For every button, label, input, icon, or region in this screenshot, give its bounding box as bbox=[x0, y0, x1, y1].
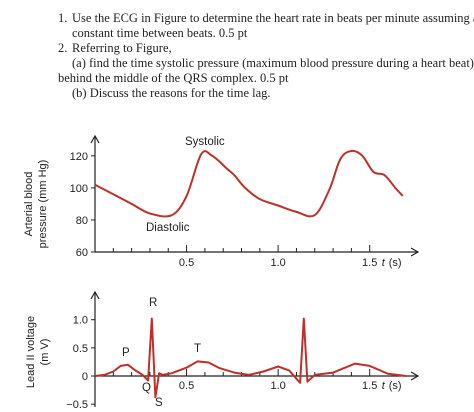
bp-y-axis-arrow bbox=[90, 134, 100, 144]
ecg-xtick-label: 1.0 bbox=[270, 380, 285, 392]
bp-ytick-label: 80 bbox=[76, 215, 88, 227]
ecg-label-s: S bbox=[155, 397, 163, 409]
ecg-label-p: P bbox=[122, 347, 130, 359]
bp-curve bbox=[94, 149, 404, 218]
ecg-ytick-label: 0.5 bbox=[73, 343, 88, 355]
bp-xtick-label: 0.5 bbox=[179, 257, 194, 269]
ecg-xunit: (s) bbox=[389, 380, 402, 392]
q2-text: Referring to Figure, bbox=[72, 41, 172, 55]
ecg-y-axis-arrow bbox=[90, 290, 100, 300]
q1-text-cont: constant time between beats. 0.5 pt bbox=[72, 26, 248, 40]
bp-ytick-label: 100 bbox=[70, 183, 88, 195]
bp-systolic-label: Systolic bbox=[185, 136, 225, 148]
ecg-label-q: Q bbox=[142, 382, 151, 394]
ecg-xtick-label: 1.5 bbox=[362, 380, 377, 392]
bp-xunit: (s) bbox=[389, 257, 402, 269]
bp-x-axis-arrow bbox=[410, 247, 420, 257]
ecg-ylabel-line2: (m V) bbox=[39, 339, 51, 366]
ecg-ylabel-line1: Lead II voltage bbox=[25, 316, 37, 388]
bp-ticks: 60 80 100 120 0.5 1.0 1.5 t (s) bbox=[70, 151, 402, 269]
ecg-ytick-label: −0.5 bbox=[66, 399, 88, 411]
bp-ytick-label: 120 bbox=[70, 151, 88, 163]
q2-part-a-cont: behind the middle of the QRS complex. 0.… bbox=[58, 71, 289, 85]
q2-part-b: (b) Discuss the reasons for the time lag… bbox=[72, 86, 271, 100]
ecg-ytick-label: 1.0 bbox=[73, 315, 88, 327]
ecg-xtick-label: 0.5 bbox=[179, 380, 194, 392]
ecg-ticks: −0.5 0 0.5 1.0 0.5 1.0 1.5 t (s) bbox=[66, 315, 401, 411]
ecg-x-axis-arrow bbox=[410, 371, 420, 381]
bp-chart: Arterial blood pressure (mm Hg) 60 80 100 1… bbox=[23, 134, 420, 269]
q2-part-a: (a) find the time systolic pressure (max… bbox=[72, 56, 474, 70]
ecg-label-r: R bbox=[149, 297, 157, 309]
ecg-chart: Lead II voltage (m V) −0.5 0 0.5 1.0 0.5 1.0 1… bbox=[25, 290, 420, 411]
bp-ytick-label: 60 bbox=[76, 247, 88, 259]
bp-diastolic-label: Diastolic bbox=[146, 222, 190, 234]
q2-number: 2. bbox=[58, 41, 68, 55]
ecg-label-t: T bbox=[194, 343, 201, 355]
bp-xtick-label: 1.0 bbox=[270, 257, 285, 269]
ecg-ytick-label: 0 bbox=[82, 371, 88, 383]
ecg-xunit-var: t bbox=[382, 380, 386, 392]
ecg-curve bbox=[94, 317, 407, 399]
bp-ylabel-line2: pressure (mm Hg) bbox=[37, 160, 49, 249]
q1-text: Use the ECG in Figure to determine the h… bbox=[72, 11, 474, 25]
bp-xtick-label: 1.5 bbox=[362, 257, 377, 269]
bp-ylabel-line1: Arterial blood bbox=[23, 172, 35, 237]
bp-xunit-var: t bbox=[382, 257, 386, 269]
q1-number: 1. bbox=[58, 11, 68, 25]
